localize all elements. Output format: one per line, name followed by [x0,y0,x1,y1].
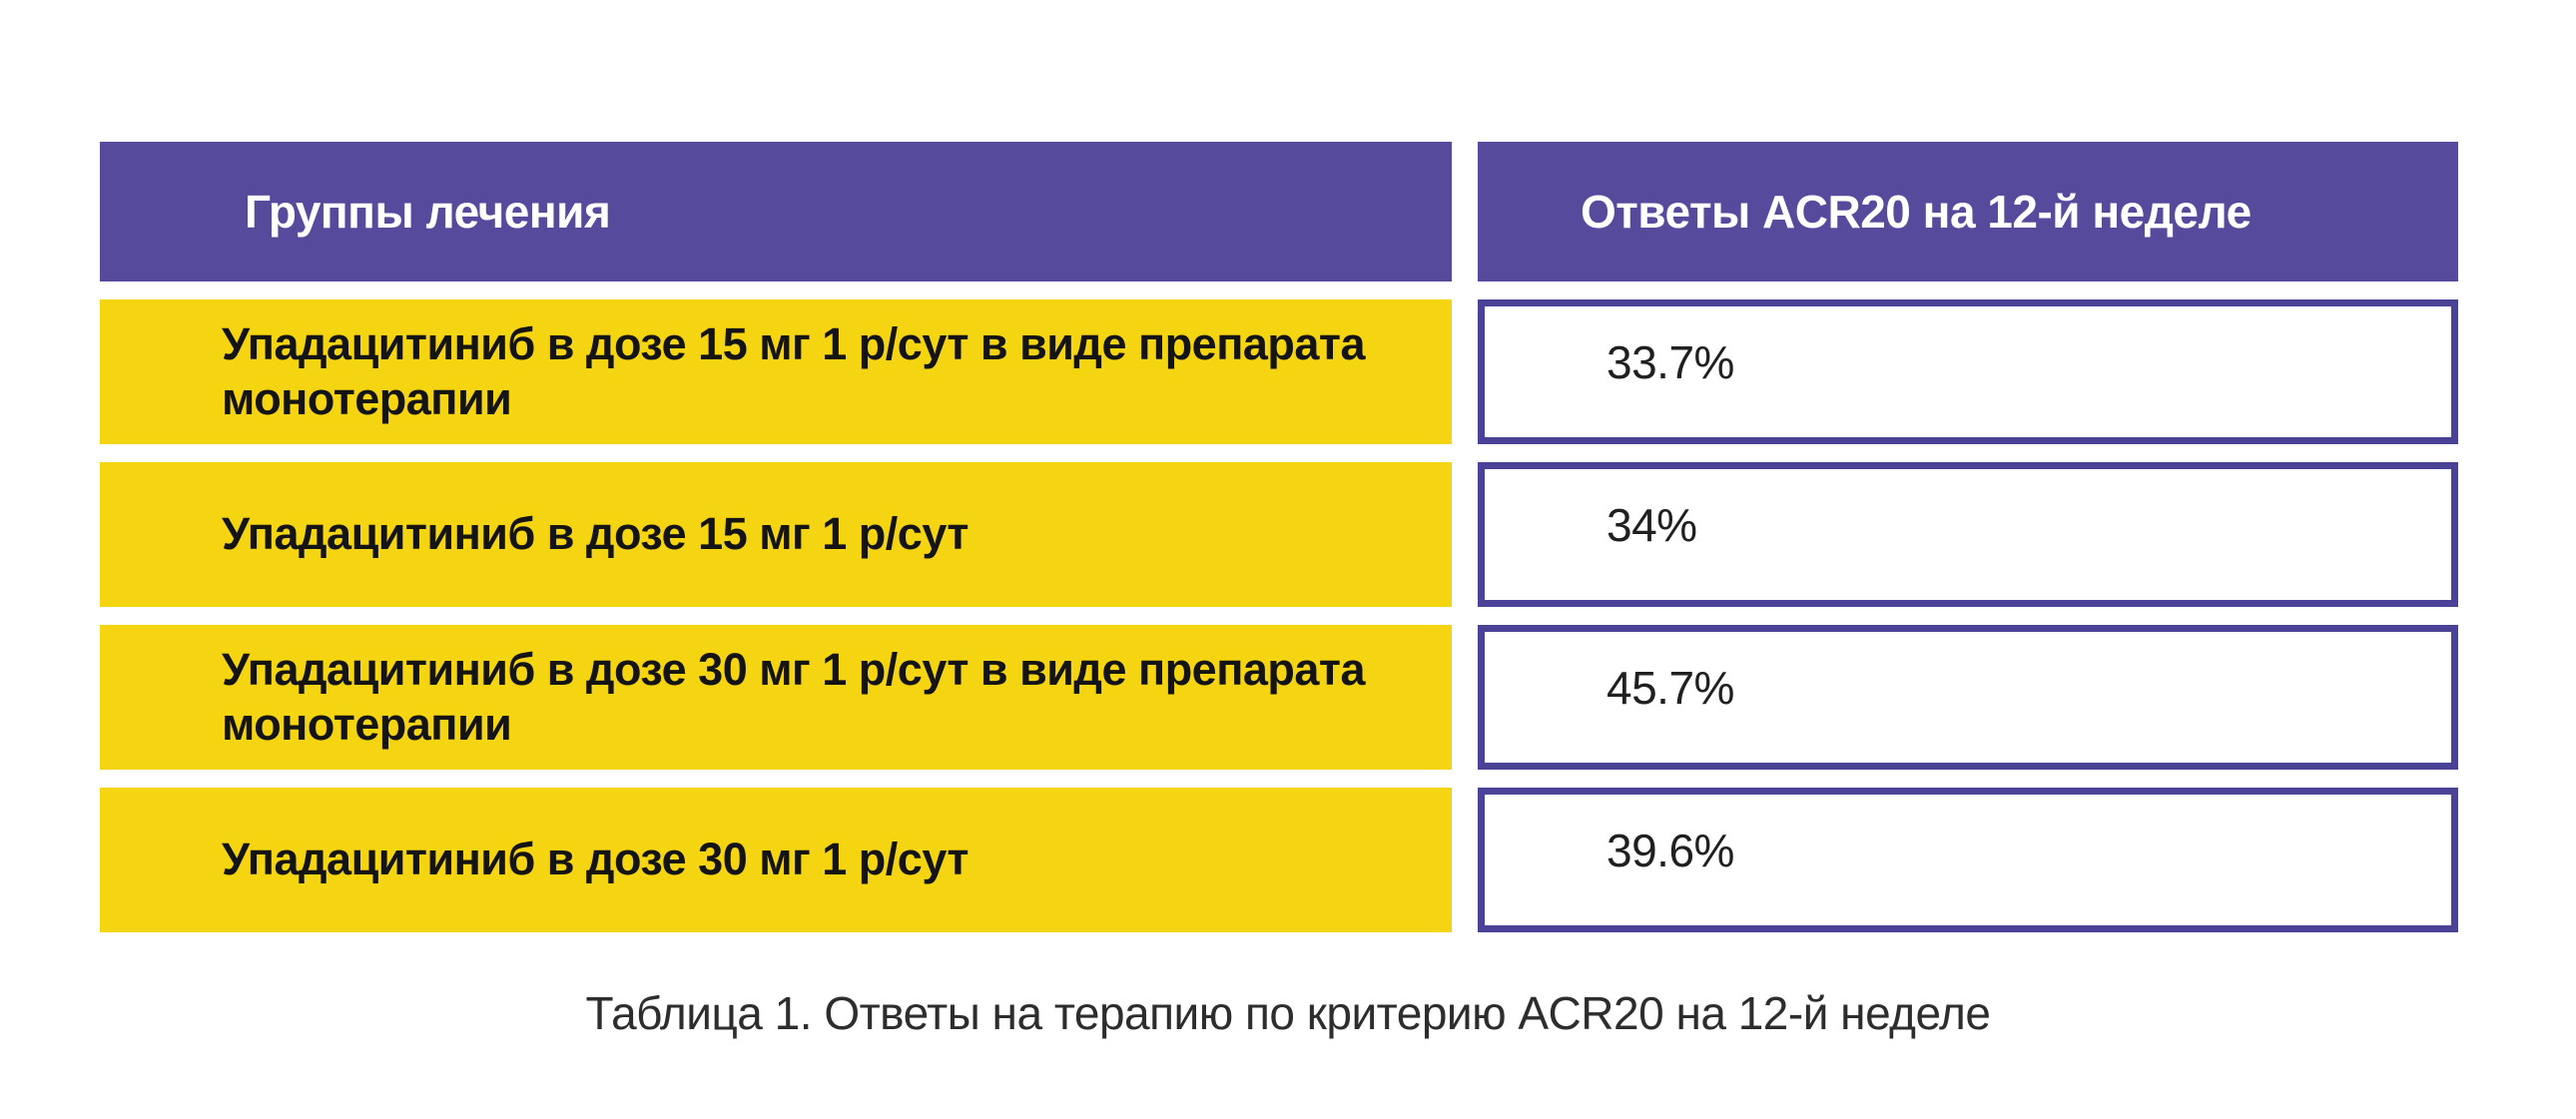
response-value-cell: 33.7% [1478,299,2458,444]
response-value-cell: 45.7% [1478,625,2458,770]
treatment-group-cell: Упадацитиниб в дозе 15 мг 1 р/сут [100,462,1452,607]
column-header-treatment-groups: Группы лечения [100,142,1452,281]
treatment-group-cell: Упадацитиниб в дозе 30 мг 1 р/сут [100,788,1452,932]
acr20-response-table: Группы лечения Ответы ACR20 на 12-й неде… [100,142,2458,932]
treatment-group-cell: Упадацитиниб в дозе 30 мг 1 р/сут в виде… [100,625,1452,770]
column-header-acr20-responses: Ответы ACR20 на 12-й неделе [1478,142,2458,281]
treatment-group-cell: Упадацитиниб в дозе 15 мг 1 р/сут в виде… [100,299,1452,444]
table-caption: Таблица 1. Ответы на терапию по критерию… [585,987,1991,1039]
response-value-cell: 39.6% [1478,788,2458,932]
response-value-cell: 34% [1478,462,2458,607]
